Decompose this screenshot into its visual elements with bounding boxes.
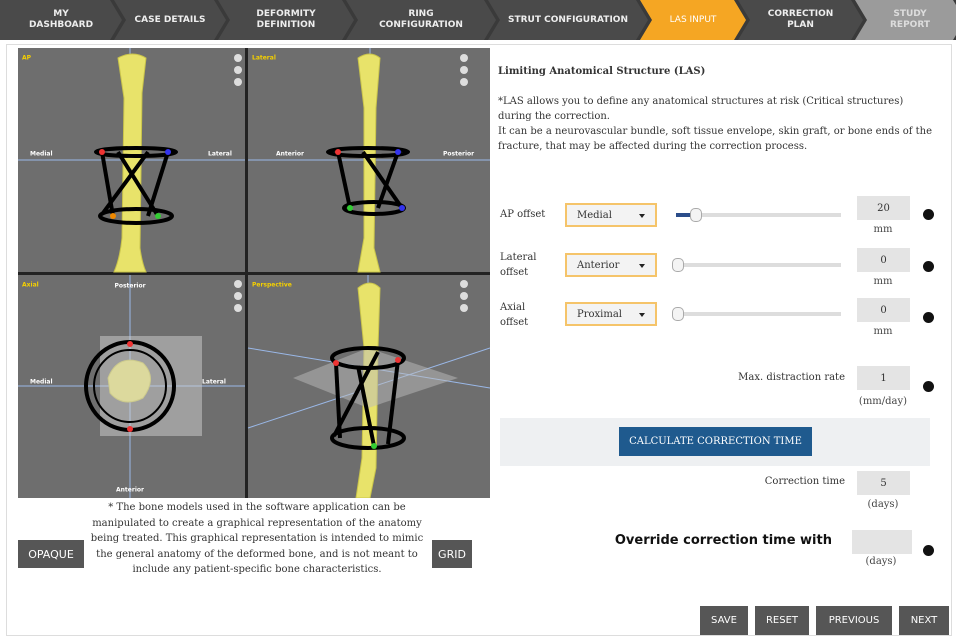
nav-tab[interactable]: CORRECTION PLAN — [738, 0, 863, 40]
nav-tab[interactable]: STRUT CONFIGURATION — [488, 0, 648, 40]
offset-select[interactable]: Medial — [565, 203, 657, 227]
slider-thumb[interactable] — [672, 258, 684, 272]
offset-value[interactable]: 20 — [857, 196, 910, 220]
offset-label: AP offset — [500, 209, 545, 220]
next-button[interactable]: NEXT — [899, 606, 949, 635]
offset-value[interactable]: 0 — [857, 298, 910, 322]
help-icon[interactable] — [923, 261, 934, 272]
axis-label: Medial — [30, 151, 53, 158]
axis-label: Anterior — [116, 487, 144, 494]
help-icon[interactable] — [923, 312, 934, 323]
las-description: *LAS allows you to define any anatomical… — [498, 94, 938, 124]
help-icon[interactable] — [923, 545, 934, 556]
viewport-title: AP — [22, 55, 32, 62]
axis-label: Posterior — [443, 151, 474, 158]
override-unit: (days) — [846, 556, 916, 567]
grid-button[interactable]: GRID — [432, 540, 472, 568]
bone-model-note: * The bone models used in the software a… — [86, 500, 428, 578]
offset-select[interactable]: Proximal — [565, 302, 657, 326]
offset-label: Lateral offset — [500, 250, 550, 280]
nav-tab[interactable]: RING CONFIGURATION — [346, 0, 496, 40]
slider-thumb[interactable] — [690, 208, 702, 222]
nav-tab[interactable]: LAS INPUT — [640, 0, 746, 40]
correction-time-unit: (days) — [848, 499, 918, 510]
las-input-screen: MY DASHBOARD CASE DETAILS DEFORMITY DEFI… — [0, 0, 956, 639]
offset-unit: mm — [848, 276, 918, 287]
viewport-title: Perspective — [252, 282, 292, 289]
axis-label: Anterior — [276, 151, 304, 158]
max-rate-unit: (mm/day) — [848, 396, 918, 407]
calculate-button[interactable]: CALCULATE CORRECTION TIME — [619, 427, 812, 456]
correction-time-label: Correction time — [640, 476, 845, 487]
nav-tab: STUDY REPORT — [855, 0, 956, 40]
slider-track[interactable] — [676, 312, 841, 316]
axis-label: Lateral — [208, 151, 232, 158]
viewport-title: Lateral — [252, 55, 276, 62]
offset-label: Axial offset — [500, 300, 550, 330]
override-label: Override correction time with — [580, 533, 832, 548]
nav-tab[interactable]: DEFORMITY DEFINITION — [218, 0, 354, 40]
las-title: Limiting Anatomical Structure (LAS) — [498, 66, 705, 77]
viewport-title: Axial — [22, 282, 39, 289]
slider-thumb[interactable] — [672, 307, 684, 321]
las-description: It can be a neurovascular bundle, soft t… — [498, 124, 938, 154]
axis-label: Medial — [30, 379, 53, 386]
offset-select[interactable]: Anterior — [565, 253, 657, 277]
help-icon[interactable] — [923, 209, 934, 220]
override-input[interactable] — [852, 530, 912, 554]
slider-track[interactable] — [676, 263, 841, 267]
help-icon[interactable] — [923, 381, 934, 392]
nav-tab[interactable]: MY DASHBOARD — [0, 0, 122, 40]
max-rate-value[interactable]: 1 — [857, 366, 910, 390]
axial-plane — [100, 336, 202, 436]
reset-button[interactable]: RESET — [755, 606, 809, 635]
nav-bar: MY DASHBOARD CASE DETAILS DEFORMITY DEFI… — [0, 0, 956, 40]
save-button[interactable]: SAVE — [700, 606, 748, 635]
max-rate-label: Max. distraction rate — [640, 372, 845, 383]
offset-unit: mm — [848, 326, 918, 337]
opaque-button[interactable]: OPAQUE — [18, 540, 84, 568]
viewports: AP Medial Lateral Lateral Anterior Poste… — [18, 48, 490, 498]
offset-unit: mm — [848, 224, 918, 235]
previous-button[interactable]: PREVIOUS — [816, 606, 892, 635]
axis-label: Posterior — [114, 283, 145, 290]
nav-tab[interactable]: CASE DETAILS — [114, 0, 226, 40]
correction-time-value: 5 — [857, 471, 910, 495]
offset-value[interactable]: 0 — [857, 248, 910, 272]
axis-label: Lateral — [202, 379, 226, 386]
